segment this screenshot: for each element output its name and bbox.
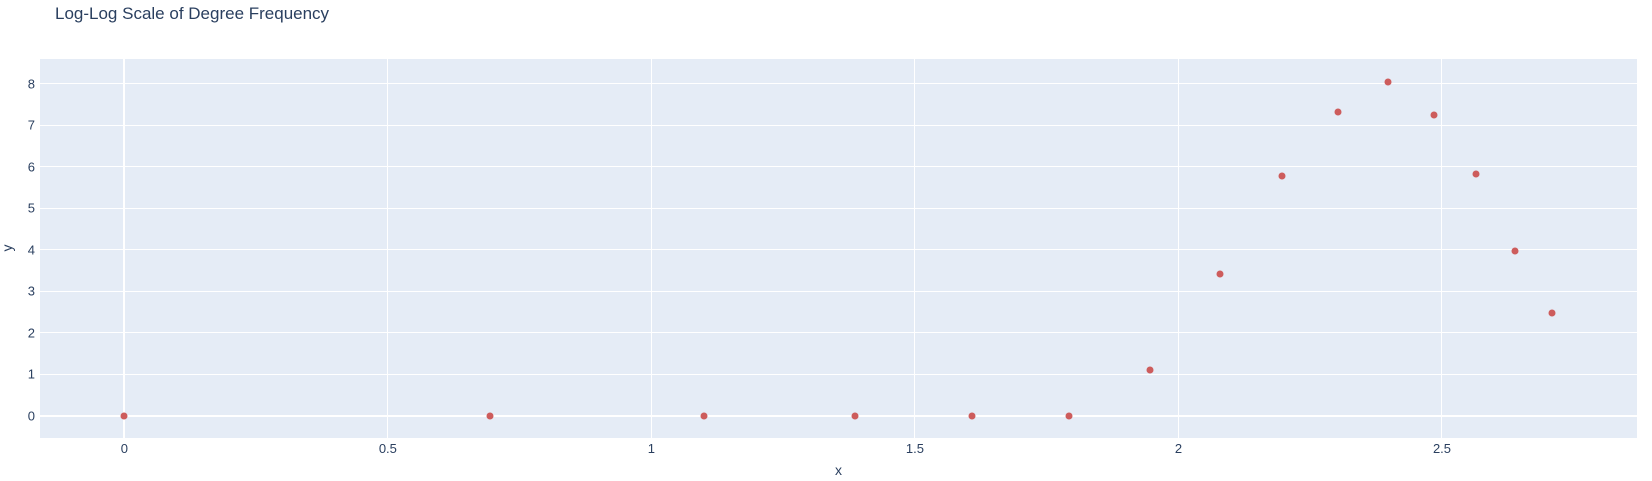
y-tick-label: 2 bbox=[27, 325, 35, 341]
y-gridline bbox=[40, 124, 1637, 126]
y-tick-label: 1 bbox=[27, 366, 35, 382]
y-gridline bbox=[40, 373, 1637, 375]
x-tick-label: 2 bbox=[1174, 441, 1183, 456]
data-point[interactable] bbox=[1146, 366, 1154, 373]
data-point[interactable] bbox=[851, 412, 859, 420]
y-tick-label: 5 bbox=[27, 200, 35, 216]
y-gridline bbox=[40, 290, 1637, 292]
data-point[interactable] bbox=[1472, 170, 1480, 178]
data-point[interactable] bbox=[1065, 412, 1073, 420]
data-point[interactable] bbox=[700, 412, 708, 420]
y-tick-label: 8 bbox=[27, 76, 35, 92]
y-tick-label: 0 bbox=[27, 408, 35, 424]
x-gridline bbox=[650, 59, 652, 438]
data-point[interactable] bbox=[1278, 172, 1286, 180]
x-tick-label: 2.5 bbox=[1432, 441, 1452, 456]
data-point[interactable] bbox=[1511, 247, 1519, 255]
data-point[interactable] bbox=[1430, 111, 1438, 119]
y-gridline bbox=[40, 207, 1637, 209]
x-gridline bbox=[914, 59, 916, 438]
y-gridline bbox=[40, 332, 1637, 334]
y-gridline bbox=[40, 83, 1637, 85]
x-tick-label: 0.5 bbox=[378, 441, 397, 456]
y-tick-label: 4 bbox=[27, 242, 35, 258]
plot-area[interactable] bbox=[40, 59, 1637, 438]
data-point[interactable] bbox=[1216, 270, 1224, 278]
x-zeroline bbox=[123, 59, 126, 438]
x-gridline bbox=[387, 59, 389, 438]
data-point[interactable] bbox=[1384, 78, 1392, 86]
data-point[interactable] bbox=[120, 412, 128, 420]
data-point[interactable] bbox=[1334, 108, 1342, 116]
y-tick-label: 6 bbox=[27, 159, 35, 175]
x-tick-label: 1 bbox=[647, 441, 656, 456]
x-gridline bbox=[1177, 59, 1179, 438]
y-gridline bbox=[40, 166, 1637, 168]
y-tick-label: 7 bbox=[27, 117, 35, 133]
data-point[interactable] bbox=[1548, 309, 1556, 317]
x-axis-title: x bbox=[835, 462, 842, 478]
chart-title: Log-Log Scale of Degree Frequency bbox=[55, 4, 330, 23]
y-gridline bbox=[40, 249, 1637, 251]
y-zeroline bbox=[40, 414, 1637, 417]
x-tick-label: 0 bbox=[120, 441, 128, 456]
data-point[interactable] bbox=[968, 412, 976, 420]
x-gridline bbox=[1441, 59, 1443, 438]
x-tick-label: 1.5 bbox=[905, 441, 924, 456]
y-tick-label: 3 bbox=[27, 283, 35, 299]
data-point[interactable] bbox=[486, 412, 494, 420]
